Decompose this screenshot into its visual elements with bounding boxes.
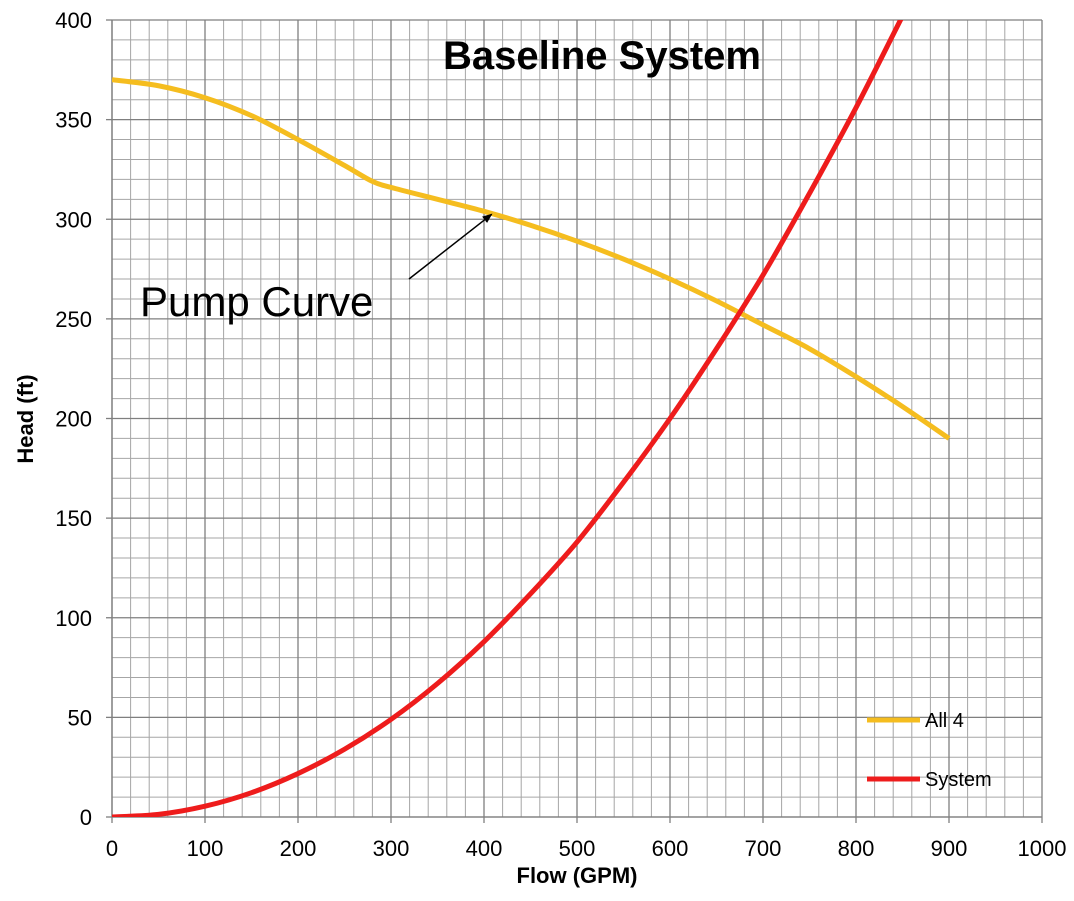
chart-title: Baseline System (443, 34, 761, 78)
x-tick-label: 0 (106, 836, 118, 861)
x-tick-label: 400 (466, 836, 503, 861)
x-tick-label: 300 (373, 836, 410, 861)
x-tick-labels: 0 100 200 300 400 500 600 700 800 900 1000 (106, 836, 1067, 861)
y-tick-label: 250 (55, 307, 92, 332)
y-tick-label: 350 (55, 108, 92, 133)
y-tick-label: 200 (55, 407, 92, 432)
plot-area (106, 19, 1043, 823)
y-tick-label: 400 (55, 8, 92, 33)
x-tick-label: 600 (652, 836, 689, 861)
pump-curve-label: Pump Curve (140, 278, 373, 325)
y-axis-title: Head (ft) (13, 374, 38, 463)
legend-item-all-4: All 4 (867, 710, 964, 732)
x-tick-label: 1000 (1018, 836, 1067, 861)
legend-label-all-4: All 4 (925, 710, 964, 732)
x-tick-label: 700 (745, 836, 782, 861)
legend: All 4 System (867, 710, 992, 791)
y-tick-label: 100 (55, 606, 92, 631)
x-tick-label: 800 (838, 836, 875, 861)
legend-item-system: System (867, 769, 992, 791)
y-tick-label: 150 (55, 506, 92, 531)
x-axis-title: Flow (GPM) (517, 863, 638, 888)
x-tick-label: 500 (559, 836, 596, 861)
legend-label-system: System (925, 769, 992, 791)
x-tick-label: 900 (931, 836, 968, 861)
pump-curve-annotation: Pump Curve (140, 213, 493, 325)
axes (106, 19, 1043, 823)
x-tick-label: 200 (280, 836, 317, 861)
y-tick-label: 50 (68, 705, 92, 730)
series-lines (112, 20, 951, 817)
y-tick-label: 300 (55, 207, 92, 232)
y-tick-label: 0 (80, 805, 92, 830)
series-line-system (112, 20, 904, 817)
y-tick-labels: 0 50 100 150 200 250 300 350 400 (55, 8, 92, 830)
x-tick-label: 100 (187, 836, 224, 861)
pump-curve-arrow (408, 213, 493, 280)
series-line-all-4 (112, 77, 951, 441)
